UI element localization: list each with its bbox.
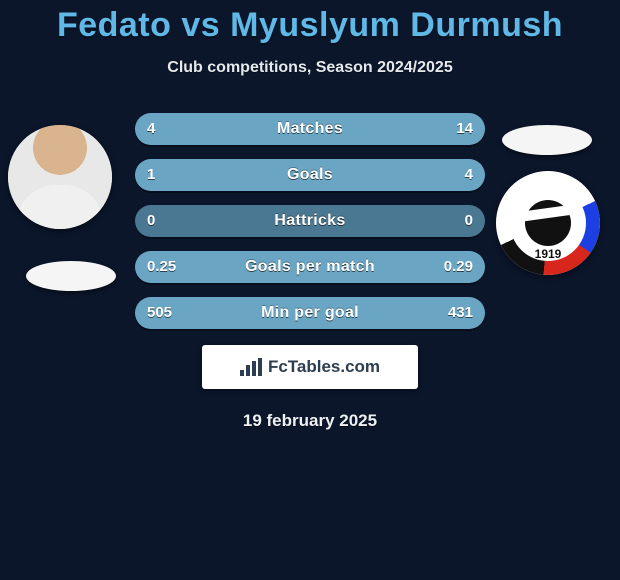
player-avatar-right: 1919 (496, 171, 600, 275)
stat-label: Goals per match (135, 251, 485, 283)
stat-row: 0.250.29Goals per match (135, 251, 485, 283)
stat-row: 414Matches (135, 113, 485, 145)
subtitle: Club competitions, Season 2024/2025 (0, 59, 620, 77)
brand-box[interactable]: FcTables.com (202, 345, 418, 389)
page-title: Fedato vs Myuslyum Durmush (0, 0, 620, 45)
stat-row: 505431Min per goal (135, 297, 485, 329)
club-badge-left (26, 261, 116, 291)
crest-year: 1919 (496, 247, 600, 261)
stat-label: Goals (135, 159, 485, 191)
stat-row: 00Hattricks (135, 205, 485, 237)
stat-label: Min per goal (135, 297, 485, 329)
club-badge-right (502, 125, 592, 155)
compare-zone: 1919 414Matches 14Goals 00Hattricks 0.250.2… (0, 103, 620, 329)
stat-bars: 414Matches 14Goals 00Hattricks 0.250.29Goal… (135, 103, 485, 329)
stat-label: Hattricks (135, 205, 485, 237)
stat-label: Matches (135, 113, 485, 145)
brand-label: FcTables.com (268, 357, 380, 377)
date-label: 19 february 2025 (0, 411, 620, 431)
stat-row: 14Goals (135, 159, 485, 191)
player-avatar-left (8, 125, 112, 229)
bars-icon (240, 358, 262, 376)
